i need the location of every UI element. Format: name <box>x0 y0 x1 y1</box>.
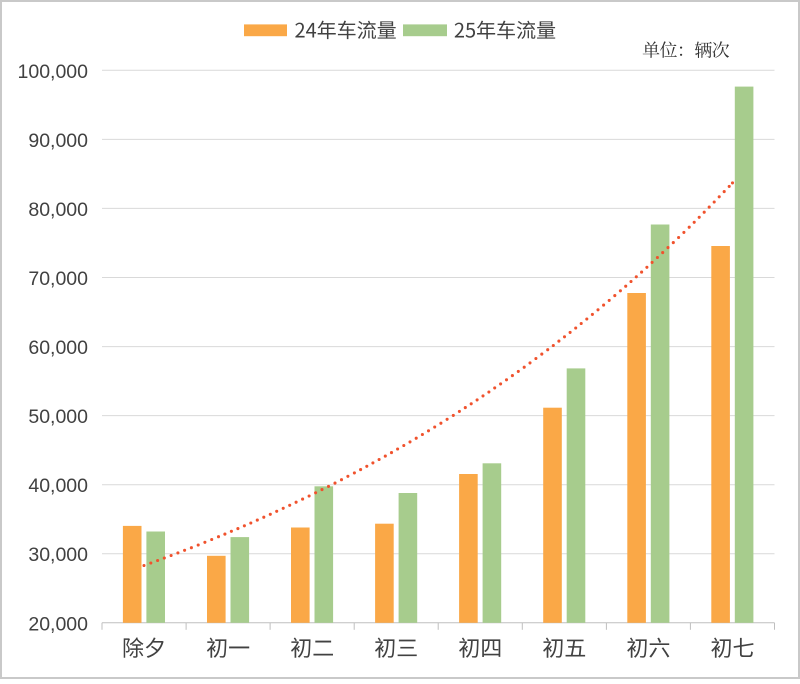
svg-text:20,000: 20,000 <box>28 613 88 635</box>
svg-text:60,000: 60,000 <box>28 337 88 359</box>
svg-text:80,000: 80,000 <box>28 199 88 221</box>
svg-text:100,000: 100,000 <box>18 61 89 83</box>
svg-text:90,000: 90,000 <box>28 130 88 152</box>
svg-text:40,000: 40,000 <box>28 475 88 497</box>
svg-text:30,000: 30,000 <box>28 544 88 566</box>
svg-text:50,000: 50,000 <box>28 406 88 428</box>
svg-text:70,000: 70,000 <box>28 268 88 290</box>
